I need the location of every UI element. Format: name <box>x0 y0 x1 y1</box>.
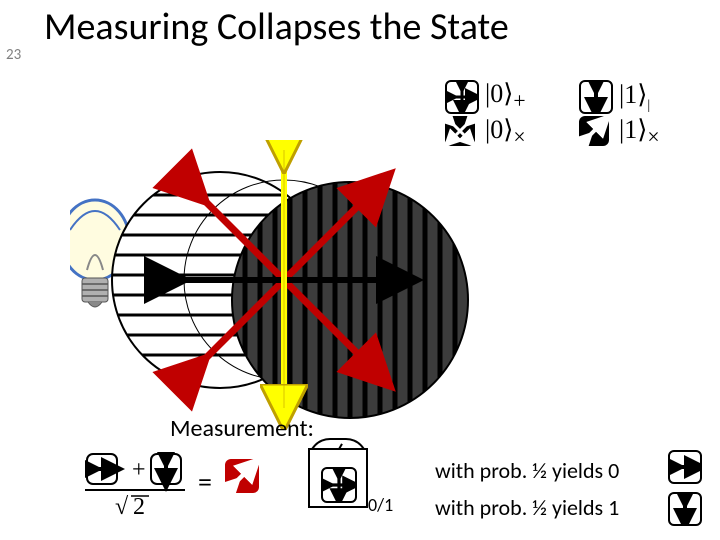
detector-icon <box>308 448 368 508</box>
ket-0-x: |0⟩× <box>485 115 573 150</box>
superposition-fraction: + √ 2 <box>85 452 195 527</box>
slide: 23 Measuring Collapses the State |0⟩+ <box>0 0 720 540</box>
ket-1-x: |1⟩× <box>619 115 689 150</box>
diag-basis-icon <box>579 116 613 150</box>
output-bit-label: 0/1 <box>368 494 393 516</box>
result-icons <box>668 450 702 534</box>
page-number: 23 <box>6 46 21 64</box>
slide-title: Measuring Collapses the State <box>44 4 509 50</box>
vert-basis-icon <box>579 80 613 114</box>
result-0-text: with prob. ½ yields 0 <box>435 452 619 489</box>
state-diagonal-icon <box>225 459 259 498</box>
ket-0-plus: |0⟩+ <box>485 79 573 114</box>
result-1-text: with prob. ½ yields 1 <box>435 489 619 526</box>
equals-sign: = <box>198 464 212 499</box>
measurement-results: with prob. ½ yields 0 with prob. ½ yield… <box>435 452 619 527</box>
svg-text:√: √ <box>115 494 129 520</box>
plus-basis-icon <box>445 80 479 114</box>
result-0-icon <box>668 450 702 484</box>
result-1-icon <box>668 492 702 526</box>
polarization-diagram <box>70 140 490 420</box>
svg-text:2: 2 <box>133 494 145 520</box>
measurement-label: Measurement: <box>170 414 314 443</box>
ket-1-vert: |1⟩| <box>619 80 689 114</box>
svg-text:+: + <box>132 457 146 483</box>
